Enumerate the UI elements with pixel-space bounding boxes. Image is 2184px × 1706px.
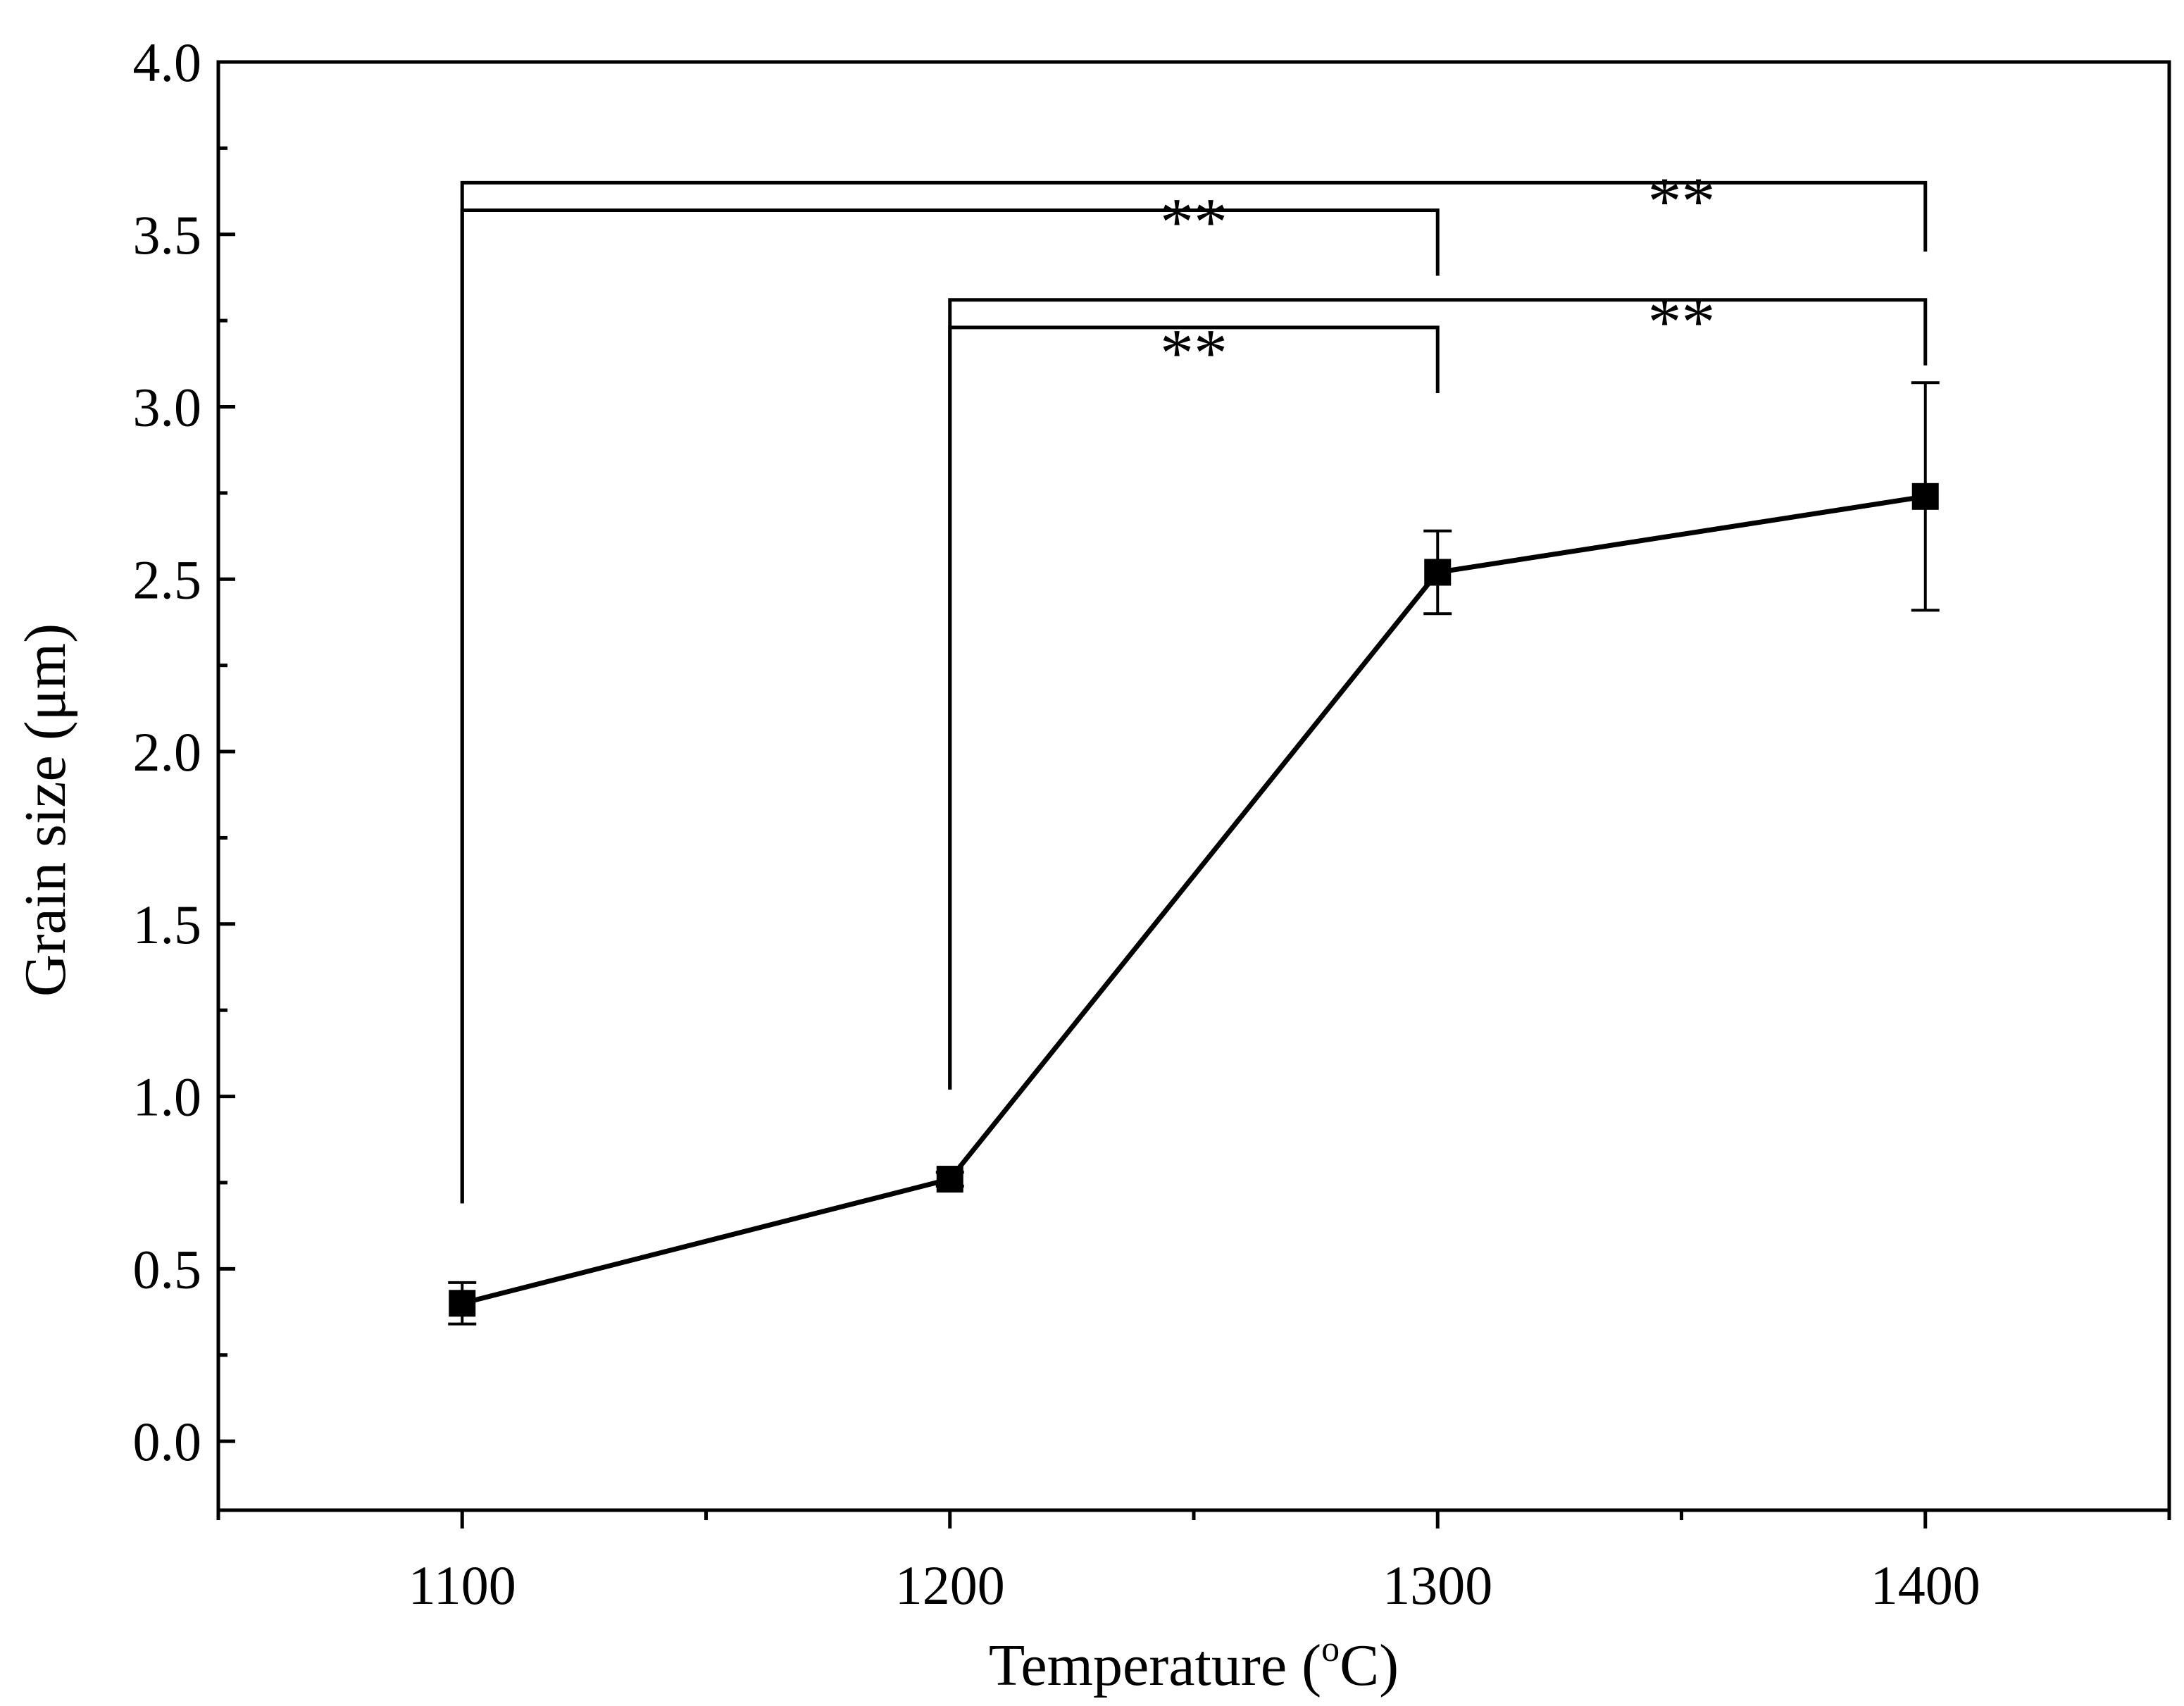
x-tick-label: 1400 (1871, 1555, 1980, 1616)
y-tick-label: 2.0 (133, 721, 202, 783)
x-axis-ticks: 1100 1200 1300 1400 (216, 1510, 2171, 1616)
y-axis-title: Grain size (μm) (13, 623, 78, 997)
y-tick-label: 3.5 (133, 204, 202, 266)
data-point (936, 1166, 963, 1193)
y-tick-label: 2.5 (133, 549, 202, 610)
series-line (461, 494, 1926, 1306)
y-tick-label: 0.5 (133, 1238, 202, 1300)
x-axis-title: Temperature (oC) (989, 1629, 1399, 1698)
significance-bracket (948, 325, 1440, 1090)
data-point (449, 1290, 476, 1317)
y-tick-label: 4.0 (133, 32, 202, 93)
significance-bracket (460, 208, 1440, 1204)
x-axis-title-degree: o (1321, 1629, 1340, 1669)
y-tick-label: 0.0 (133, 1411, 202, 1472)
y-tick-label: 1.0 (133, 1066, 202, 1128)
significance-label: ** (1648, 284, 1716, 359)
significance-bracket (948, 298, 1928, 1090)
x-tick-label: 1100 (408, 1555, 516, 1616)
x-axis-title-text: Temperature ( (989, 1633, 1321, 1698)
x-axis-title-unit: C) (1340, 1633, 1399, 1698)
data-series (448, 381, 1940, 1326)
y-axis-ticks: 0.0 0.5 1.0 1.5 2.0 2.5 3.0 3.5 4.0 (133, 32, 235, 1472)
data-point (1424, 559, 1452, 586)
significance-label: ** (1648, 163, 1716, 239)
x-tick-label: 1300 (1383, 1555, 1492, 1616)
significance-label: ** (1160, 184, 1228, 259)
significance-label: ** (1160, 315, 1228, 390)
x-tick-label: 1200 (895, 1555, 1005, 1616)
data-point (1911, 482, 1939, 510)
y-tick-label: 3.0 (133, 377, 202, 438)
significance-brackets: ** ** ** ** (460, 163, 1928, 1204)
y-tick-label: 1.5 (133, 894, 202, 955)
